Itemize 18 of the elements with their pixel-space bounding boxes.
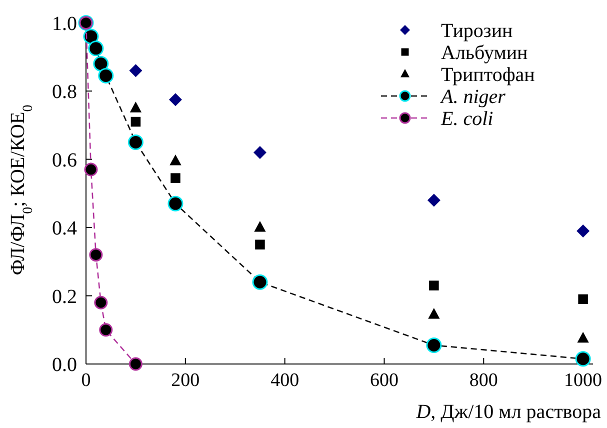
x-tick-label: 200 <box>171 370 200 391</box>
legend-label: E. coli <box>440 108 494 130</box>
x-tick-label: 400 <box>270 370 300 391</box>
y-tick-label: 0.6 <box>52 149 77 172</box>
legend-label: Триптофан <box>441 64 536 86</box>
legend-label: A. niger <box>439 86 506 108</box>
y-tick-label: 0.4 <box>52 218 77 240</box>
x-tick-label: 600 <box>370 370 398 391</box>
legend-label: Альбумин <box>441 42 528 64</box>
x-tick-label: 0 <box>81 370 91 391</box>
y-tick-label: 0.2 <box>52 286 77 308</box>
y-tick-label: 0.0 <box>52 354 77 376</box>
y-tick-label: 1.0 <box>52 12 77 35</box>
x-axis-title: D, Дж/10 мл раствора <box>415 401 602 423</box>
y-tick-label: 0.8 <box>52 81 77 104</box>
x-tick-label: 800 <box>469 370 498 391</box>
legend-label: Тирозин <box>441 20 514 42</box>
x-tick-label: 1000 <box>564 370 602 391</box>
